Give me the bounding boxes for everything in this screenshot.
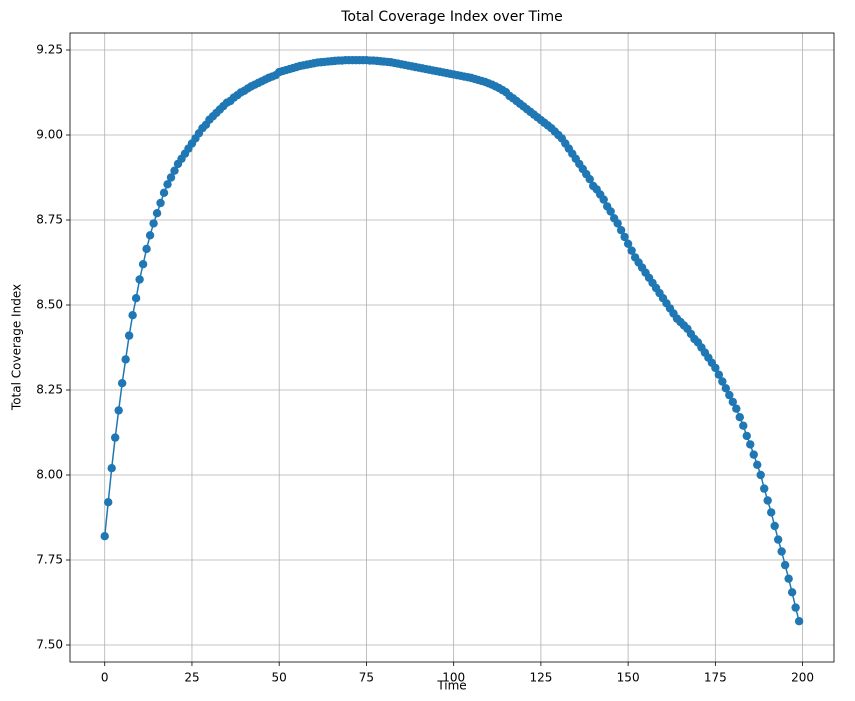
y-tick-label: 8.75	[36, 213, 63, 227]
marker	[138, 260, 148, 269]
marker	[791, 603, 800, 612]
x-tick-label: 125	[529, 671, 552, 685]
marker	[742, 431, 751, 441]
marker	[780, 560, 790, 570]
marker	[110, 433, 120, 442]
marker	[170, 166, 179, 175]
x-tick-label: 100	[442, 671, 465, 685]
marker	[749, 450, 758, 459]
marker	[156, 198, 165, 208]
marker	[149, 219, 158, 228]
marker	[613, 219, 622, 228]
marker	[124, 331, 134, 340]
marker	[732, 404, 741, 413]
y-tick-label: 9.25	[36, 43, 63, 57]
x-tick-label: 75	[359, 671, 374, 685]
x-tick-label: 200	[791, 671, 814, 685]
marker	[145, 231, 155, 240]
marker	[753, 460, 762, 469]
marker	[159, 188, 169, 197]
marker	[599, 195, 608, 204]
marker	[739, 421, 748, 430]
x-axis-label: Time	[436, 679, 466, 693]
marker	[770, 521, 779, 531]
marker	[616, 226, 626, 235]
marker	[117, 379, 127, 388]
marker	[128, 311, 137, 320]
marker	[114, 406, 123, 415]
marker	[746, 440, 755, 449]
marker	[627, 246, 636, 255]
x-tick-label: 150	[617, 671, 640, 685]
marker	[784, 574, 793, 583]
marker	[606, 207, 615, 216]
marker	[773, 535, 783, 544]
marker	[760, 484, 769, 493]
plot-frame	[69, 32, 835, 663]
chart-title: Total Coverage Index over Time	[340, 9, 563, 25]
marker	[107, 464, 116, 473]
y-tick-label: 7.75	[36, 553, 63, 567]
marker	[104, 498, 113, 507]
marker	[620, 232, 629, 242]
x-tick-label: 50	[272, 671, 287, 685]
x-tick-label: 25	[184, 671, 199, 685]
marker	[735, 413, 744, 422]
marker	[100, 532, 109, 541]
marker	[131, 294, 141, 303]
marker	[728, 397, 738, 407]
marker	[777, 547, 786, 556]
x-tick-label: 0	[101, 671, 109, 685]
y-tick-label: 8.50	[36, 298, 63, 312]
marker	[623, 239, 633, 248]
y-axis-label: Total Coverage Index	[10, 284, 24, 411]
marker	[163, 180, 172, 189]
marker	[787, 588, 797, 597]
marker	[718, 377, 727, 386]
marker	[142, 244, 151, 254]
y-tick-label: 9.00	[36, 128, 63, 142]
marker	[763, 496, 772, 505]
y-tick-label: 8.00	[36, 468, 63, 482]
marker	[725, 390, 734, 400]
marker	[166, 173, 176, 182]
marker	[721, 384, 731, 393]
marker	[714, 370, 724, 379]
y-tick-label: 7.50	[36, 638, 63, 652]
marker	[711, 363, 720, 373]
marker	[121, 355, 130, 364]
marker	[152, 209, 162, 218]
marker	[794, 617, 804, 626]
y-tick-label: 8.25	[36, 383, 63, 397]
marker	[756, 470, 765, 480]
x-tick-label: 175	[704, 671, 727, 685]
marker	[585, 175, 594, 184]
marker	[135, 275, 144, 284]
marker	[766, 508, 776, 517]
